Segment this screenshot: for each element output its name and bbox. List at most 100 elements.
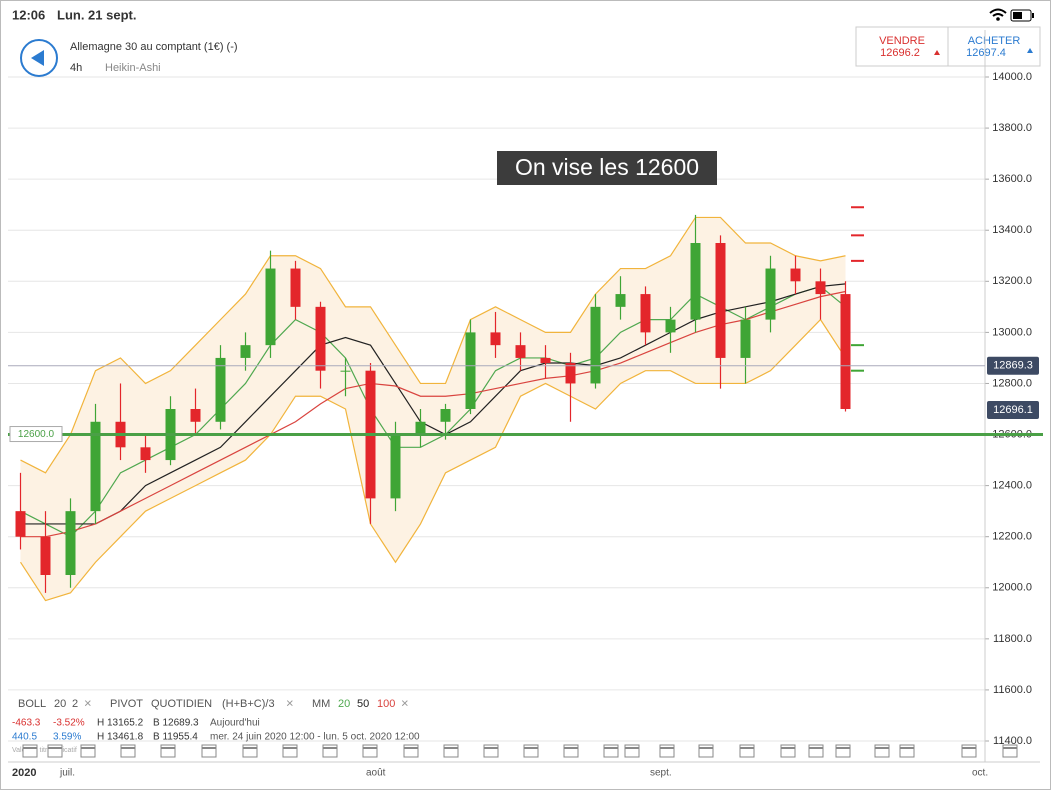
calendar-body <box>120 744 136 758</box>
disclaimer: Valeur à titre indicatif <box>12 747 77 754</box>
candle-body <box>540 357 551 364</box>
candle-body <box>440 409 451 422</box>
y-tick-label: 12400.0 <box>992 480 1032 492</box>
calendar-body <box>322 744 338 758</box>
calendar-body <box>780 744 796 758</box>
candle-body <box>690 243 701 320</box>
close-icon[interactable]: × <box>401 695 409 710</box>
change-today-pct: -3.52% <box>53 718 85 729</box>
low-period: B 11955.4 <box>153 732 198 743</box>
x-tick-label: juil. <box>59 768 75 779</box>
x-tick-label: 2020 <box>12 767 36 779</box>
calendar-icon[interactable] <box>403 744 419 758</box>
sell-button[interactable]: VENDRE 12696.2 <box>879 35 940 59</box>
event-icons <box>22 744 1018 758</box>
calendar-icon[interactable] <box>624 744 640 758</box>
calendar-icon[interactable] <box>739 744 755 758</box>
calendar-icon[interactable] <box>563 744 579 758</box>
sell-label: VENDRE <box>879 35 925 47</box>
plot: 11400.0 11600.0 11800.0 12000.0 12200.0 12400… <box>8 30 1043 762</box>
calendar-body <box>1002 744 1018 758</box>
calendar-body <box>22 744 38 758</box>
high-today: H 13165.2 <box>97 718 144 729</box>
calendar-icon[interactable] <box>322 744 338 758</box>
buy-label: ACHETER <box>968 35 1021 47</box>
calendar-icon[interactable] <box>201 744 217 758</box>
calendar-icon[interactable] <box>80 744 96 758</box>
pivot-label[interactable]: PIVOT <box>110 698 143 710</box>
indicator-panel: BOLL 20 2 × PIVOT QUOTIDIEN (H+B+C)/3 × … <box>12 695 420 753</box>
candle-body <box>840 294 851 409</box>
close-icon[interactable]: × <box>84 695 92 710</box>
calendar-icon[interactable] <box>1002 744 1018 758</box>
close-icon[interactable]: × <box>286 695 294 710</box>
y-tick-label: 13400.0 <box>992 224 1032 236</box>
back-button[interactable] <box>20 39 58 77</box>
change-period: 440.5 <box>12 732 37 743</box>
candle-body <box>740 319 751 358</box>
y-tick-label: 12800.0 <box>992 377 1032 389</box>
calendar-icon[interactable] <box>874 744 890 758</box>
buy-button[interactable]: ACHETER 12697.4 <box>966 35 1033 59</box>
candle-body <box>390 434 401 499</box>
boll-label[interactable]: BOLL <box>18 698 46 710</box>
calendar-icon[interactable] <box>659 744 675 758</box>
calendar-icon[interactable] <box>160 744 176 758</box>
calendar-icon[interactable] <box>899 744 915 758</box>
mm-period: 100 <box>377 698 395 710</box>
mm-label[interactable]: MM <box>312 698 330 710</box>
calendar-icon[interactable] <box>120 744 136 758</box>
calendar-icon[interactable] <box>242 744 258 758</box>
calendar-icon[interactable] <box>22 744 38 758</box>
pivot-param: (H+B+C)/3 <box>222 698 275 710</box>
sell-price: 12696.2 <box>880 47 920 59</box>
calendar-icon[interactable] <box>47 744 63 758</box>
calendar-icon[interactable] <box>808 744 824 758</box>
period-label: mer. 24 juin 2020 12:00 - lun. 5 oct. 20… <box>210 732 420 743</box>
y-tick-label: 11600.0 <box>993 684 1032 696</box>
calendar-body <box>603 744 619 758</box>
calendar-icon[interactable] <box>483 744 499 758</box>
target-label-box <box>9 426 63 443</box>
calendar-icon[interactable] <box>603 744 619 758</box>
y-tick-label: 12200.0 <box>992 531 1032 543</box>
calendar-body <box>659 744 675 758</box>
x-tick-label: oct. <box>972 768 988 779</box>
candle-body <box>40 536 51 575</box>
calendar-icon[interactable] <box>523 744 539 758</box>
calendar-body <box>899 744 915 758</box>
candle-body <box>515 345 526 358</box>
calendar-icon[interactable] <box>443 744 459 758</box>
calendar-icon[interactable] <box>961 744 977 758</box>
y-tick-label: 11800.0 <box>993 633 1032 645</box>
chart-style[interactable]: Heikin-Ashi <box>105 62 161 74</box>
candle-body <box>15 511 26 537</box>
band-line <box>20 216 846 474</box>
calendar-icon[interactable] <box>282 744 298 758</box>
calendar-icon[interactable] <box>780 744 796 758</box>
calendar-body <box>403 744 419 758</box>
candle-body <box>765 268 776 320</box>
candle-body <box>715 243 726 358</box>
y-tick-label: 13200.0 <box>992 275 1032 287</box>
x-tick-label: août <box>366 768 386 779</box>
y-tick-label: 12000.0 <box>992 582 1032 594</box>
calendar-body <box>808 744 824 758</box>
calendar-body <box>523 744 539 758</box>
calendar-body <box>242 744 258 758</box>
candle-body <box>815 281 826 295</box>
calendar-body <box>80 744 96 758</box>
calendar-body <box>624 744 640 758</box>
calendar-icon[interactable] <box>362 744 378 758</box>
high-period: H 13461.8 <box>97 732 144 743</box>
calendar-icon[interactable] <box>835 744 851 758</box>
calendar-body <box>362 744 378 758</box>
calendar-body <box>698 744 714 758</box>
y-tick-label: 13000.0 <box>992 326 1032 338</box>
y-tick-label: 13600.0 <box>992 173 1032 185</box>
boll-param: 2 <box>72 698 78 710</box>
calendar-icon[interactable] <box>698 744 714 758</box>
candle-body <box>240 345 251 358</box>
interval[interactable]: 4h <box>70 62 82 74</box>
